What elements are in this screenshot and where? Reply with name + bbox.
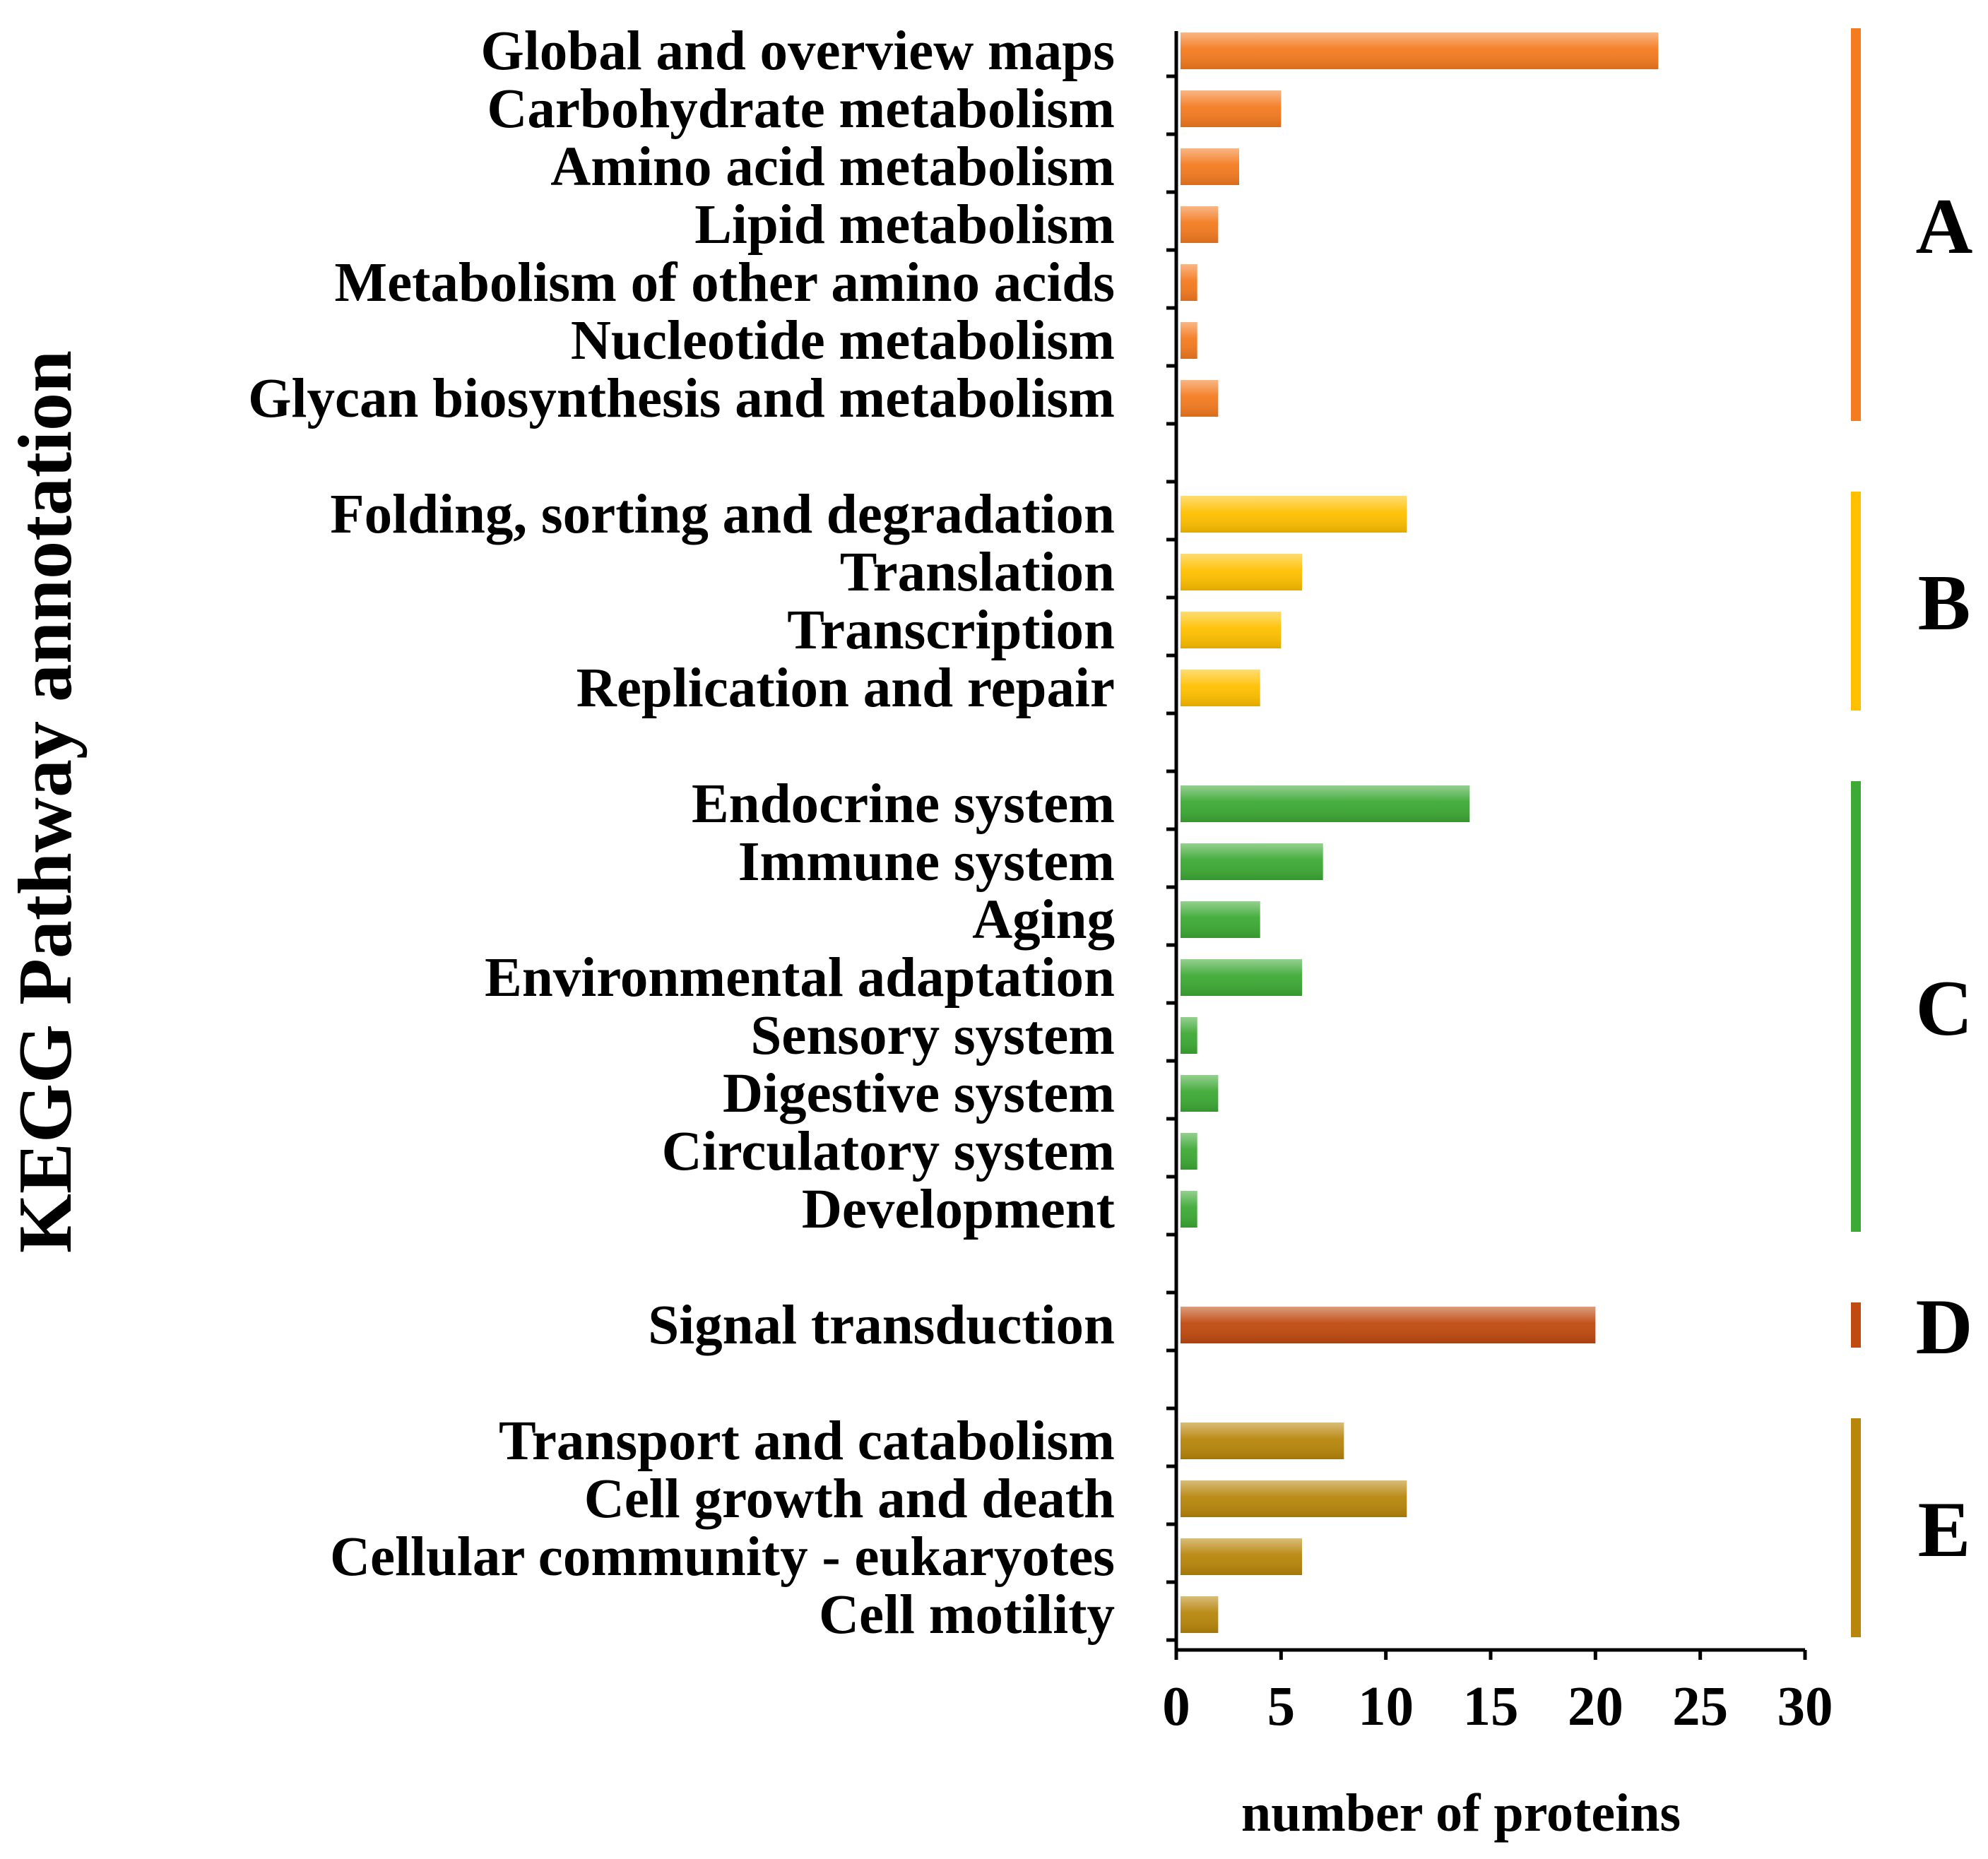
group-letter: A [1916, 183, 1973, 271]
category-label: Amino acid metabolism [550, 136, 1115, 198]
bar-highlight [1181, 90, 1282, 127]
group-letter: B [1918, 559, 1971, 647]
category-label: Aging [972, 889, 1115, 951]
group-bracket [1851, 492, 1861, 711]
bar-highlight [1181, 496, 1407, 533]
group-letter: E [1918, 1486, 1971, 1574]
bar-highlight [1181, 206, 1219, 243]
category-label: Immune system [738, 831, 1115, 893]
bar-highlight [1181, 1596, 1219, 1633]
x-tick-label: 15 [1463, 1676, 1519, 1738]
category-label: Digestive system [723, 1063, 1115, 1124]
bar-highlight [1181, 1191, 1197, 1228]
bar-highlight [1181, 1133, 1197, 1170]
bar-highlight [1181, 959, 1302, 996]
category-label: Translation [840, 542, 1115, 603]
bar-highlight [1181, 1480, 1407, 1517]
x-axis-title: number of proteins [1241, 1783, 1681, 1843]
category-label: Folding, sorting and degradation [330, 484, 1115, 545]
bar-highlight [1181, 148, 1239, 185]
group-bracket [1851, 781, 1861, 1232]
category-label: Circulatory system [662, 1121, 1115, 1182]
category-label: Cell motility [819, 1584, 1115, 1646]
category-label: Development [802, 1179, 1115, 1240]
group-letter: D [1916, 1283, 1973, 1371]
bar-highlight [1181, 843, 1323, 880]
category-label: Environmental adaptation [485, 947, 1115, 1009]
category-label: Cell growth and death [584, 1468, 1115, 1530]
category-label: Nucleotide metabolism [571, 310, 1115, 372]
y-axis-title: KEGG Pathway annotation [4, 350, 88, 1253]
bar-highlight [1181, 322, 1197, 359]
x-tick-label: 0 [1162, 1676, 1190, 1738]
bar-highlight [1181, 785, 1470, 822]
category-label: Transport and catabolism [499, 1410, 1115, 1472]
group-bracket [1851, 1302, 1861, 1348]
group-letter: C [1916, 965, 1973, 1052]
bar-highlight [1181, 612, 1282, 648]
x-tick-label: 10 [1358, 1676, 1414, 1738]
category-label: Cellular community - eukaryotes [330, 1526, 1115, 1588]
category-label: Global and overview maps [480, 20, 1115, 82]
category-label: Metabolism of other amino acids [335, 252, 1115, 314]
bar-highlight [1181, 554, 1302, 590]
bar-highlight [1181, 380, 1219, 417]
category-label: Glycan biosynthesis and metabolism [248, 368, 1115, 429]
bar-highlight [1181, 1017, 1197, 1054]
category-label: Signal transduction [648, 1295, 1115, 1356]
category-label: Sensory system [750, 1005, 1115, 1067]
bar-highlight [1181, 1423, 1344, 1459]
category-label: Lipid metabolism [694, 194, 1115, 256]
x-tick-label: 25 [1672, 1676, 1728, 1738]
category-label: Endocrine system [692, 773, 1115, 835]
category-label: Replication and repair [576, 658, 1115, 719]
category-label: Carbohydrate metabolism [487, 78, 1115, 140]
bar-highlight [1181, 264, 1197, 301]
x-tick-label: 30 [1777, 1676, 1833, 1738]
x-tick-label: 20 [1568, 1676, 1623, 1738]
bar-highlight [1181, 670, 1260, 706]
category-label: Transcription [787, 600, 1115, 661]
x-tick-label: 5 [1267, 1676, 1296, 1738]
bar-highlight [1181, 32, 1659, 69]
bar-highlight [1181, 1538, 1302, 1575]
bar-highlight [1181, 1075, 1219, 1112]
group-bracket [1851, 1418, 1861, 1637]
bar-highlight [1181, 1307, 1596, 1343]
bar-highlight [1181, 901, 1260, 938]
group-bracket [1851, 28, 1861, 421]
